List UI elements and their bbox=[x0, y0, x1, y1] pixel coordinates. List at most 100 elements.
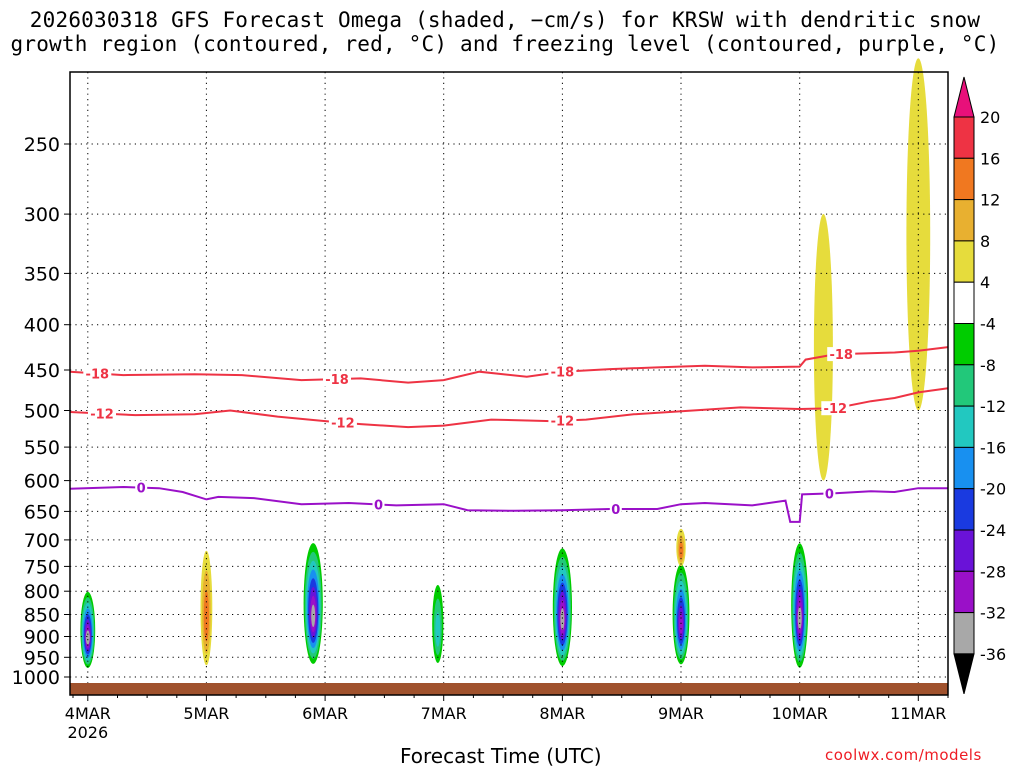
colorbar-label-7: -12 bbox=[980, 397, 1006, 416]
colorbar-label-12: -32 bbox=[980, 604, 1006, 623]
colorbar-swatch-8 bbox=[953, 446, 975, 490]
dendritic-top-minus18-label-bg-2 bbox=[548, 364, 577, 379]
colorbar-swatch-4 bbox=[953, 281, 975, 325]
dendritic-bottom-minus12-label-bg-1 bbox=[328, 415, 357, 430]
colorbar-swatch-9 bbox=[953, 488, 975, 531]
colorbar-swatch-11 bbox=[953, 570, 975, 614]
y-tick-label-550: 550 bbox=[24, 437, 60, 459]
colorbar-swatch-2 bbox=[953, 199, 975, 242]
colorbar-swatch-6 bbox=[953, 364, 975, 407]
chart-title: 2026030318 GFS Forecast Omega (shaded, −… bbox=[0, 8, 1010, 56]
colorbar-swatch-1 bbox=[953, 157, 975, 201]
x-tick-label-6MAR: 6MAR bbox=[302, 704, 348, 723]
colorbar-label-1: 16 bbox=[980, 149, 1000, 168]
y-tick-label-300: 300 bbox=[24, 204, 60, 226]
dendritic-bottom-minus12-label-bg-0 bbox=[88, 406, 116, 421]
freezing-level-0c-label-1: 0 bbox=[374, 499, 383, 514]
x-tick-label-8MAR: 8MAR bbox=[539, 704, 585, 723]
freezing-level-0c-label-2: 0 bbox=[611, 503, 620, 518]
colorbar-top-triangle bbox=[953, 76, 975, 118]
omega-region-8-level-12 bbox=[678, 541, 684, 559]
y-tick-label-900: 900 bbox=[24, 627, 60, 649]
y-tick-label-450: 450 bbox=[24, 360, 60, 382]
grid-layer bbox=[70, 72, 948, 695]
x-axis-label: Forecast Time (UTC) bbox=[400, 744, 602, 768]
omega-shading-layer bbox=[79, 58, 931, 674]
omega-region-3-level--36 bbox=[311, 604, 316, 627]
y-tick-label-700: 700 bbox=[24, 530, 60, 552]
omega-region-5-level--16 bbox=[435, 612, 441, 647]
colorbar-swatch-0 bbox=[953, 116, 975, 159]
freezing-level-0c-label-3: 0 bbox=[825, 487, 834, 502]
dendritic-top-minus18-label-3: -18 bbox=[829, 348, 853, 363]
plot-frame bbox=[69, 71, 949, 696]
dendritic-top-minus18-label-1: -18 bbox=[325, 373, 349, 388]
x-tick-label-4MAR: 4MAR bbox=[65, 704, 111, 723]
colorbar-label-5: -4 bbox=[980, 315, 996, 334]
y-tick-label-350: 350 bbox=[24, 263, 60, 285]
colorbar: 20 16 12 8 4 -4 -8 -12 -16 -20 -24 -28 -32 -36 bbox=[953, 76, 1006, 695]
chart-title-line1: 2026030318 GFS Forecast Omega (shaded, −… bbox=[29, 8, 981, 32]
dendritic-bottom-minus12-label-bg-3 bbox=[821, 401, 850, 416]
y-tick-label-600: 600 bbox=[24, 471, 60, 493]
omega-region-6-level--36 bbox=[560, 608, 565, 631]
dendritic-top-minus18-label-bg-1 bbox=[323, 372, 351, 387]
dendritic-top-minus18-label-0: -18 bbox=[86, 367, 110, 382]
y-tick-label-250: 250 bbox=[24, 134, 60, 156]
dendritic-top-minus18-label-bg-3 bbox=[827, 347, 856, 362]
ground-strip bbox=[70, 683, 948, 695]
freezing-level-0c-label-bg-2 bbox=[609, 502, 622, 516]
freezing-level-0c-label-0: 0 bbox=[137, 482, 146, 497]
freezing-level-0c-line bbox=[69, 485, 948, 523]
colorbar-label-9: -20 bbox=[980, 480, 1006, 499]
y-tick-label-500: 500 bbox=[24, 401, 60, 423]
dendritic-bottom-minus12-label-1: -12 bbox=[331, 417, 355, 432]
chart-title-line2: growth region (contoured, red, °C) and f… bbox=[10, 32, 1000, 56]
x-tick-label-9MAR: 9MAR bbox=[658, 704, 704, 723]
freezing-level-0c-label-bg-3 bbox=[823, 486, 836, 501]
colorbar-label-10: -24 bbox=[980, 521, 1006, 540]
x-tick-label-10MAR: 10MAR bbox=[772, 704, 828, 723]
colorbar-label-8: -16 bbox=[980, 438, 1006, 457]
omega-region-7-level--32 bbox=[679, 613, 683, 635]
colorbar-bottom-triangle bbox=[953, 653, 975, 695]
colorbar-swatch-10 bbox=[953, 529, 975, 572]
omega-region-0-level--36 bbox=[85, 630, 90, 645]
dendritic-bottom-minus12-label-3: -12 bbox=[824, 402, 848, 417]
colorbar-label-4: 4 bbox=[980, 273, 990, 292]
colorbar-label-2: 12 bbox=[980, 191, 1000, 210]
y-tick-label-800: 800 bbox=[24, 581, 60, 603]
dendritic-top-minus18-label-2: -18 bbox=[551, 366, 575, 381]
dendritic-bottom-minus12-label-2: -12 bbox=[551, 415, 575, 430]
y-tick-label-850: 850 bbox=[24, 605, 60, 627]
dendritic-top-minus18-label-bg-0 bbox=[83, 366, 112, 381]
dendritic-bottom-minus12-label-bg-2 bbox=[548, 413, 577, 428]
omega-region-2-level--4 bbox=[214, 600, 222, 662]
x-tick-label-5MAR: 5MAR bbox=[183, 704, 229, 723]
y-tick-label-750: 750 bbox=[24, 556, 60, 578]
omega-region-4-level--4 bbox=[315, 173, 323, 344]
y-tick-label-1000: 1000 bbox=[12, 667, 60, 689]
colorbar-label-0: 20 bbox=[980, 108, 1000, 127]
freezing-level-0c-label-bg-1 bbox=[372, 497, 385, 512]
colorbar-swatch-12 bbox=[953, 612, 975, 655]
y-tick-label-400: 400 bbox=[24, 315, 60, 337]
colorbar-swatch-7 bbox=[953, 405, 975, 448]
y-tick-label-950: 950 bbox=[24, 647, 60, 669]
y-tick-label-650: 650 bbox=[24, 501, 60, 523]
colorbar-label-6: -8 bbox=[980, 356, 996, 375]
x-tick-sublabel-year: 2026 bbox=[67, 723, 108, 742]
x-tick-label-11MAR: 11MAR bbox=[890, 704, 946, 723]
omega-region-1-level-12 bbox=[203, 590, 209, 642]
axes-layer: 2503003504004505005506006507007508008509… bbox=[12, 134, 949, 742]
dendritic-bottom-minus12-label-0: -12 bbox=[90, 408, 114, 423]
colorbar-swatch-3 bbox=[953, 240, 975, 283]
contour-layer: -18 -18 -18 -18 -12 -12 -12 -12 0 0 0 0 bbox=[69, 346, 949, 523]
freezing-level-0c-label-bg-0 bbox=[135, 480, 148, 495]
source-credit[interactable]: coolwx.com/models bbox=[825, 746, 982, 764]
x-tick-label-7MAR: 7MAR bbox=[421, 704, 467, 723]
colorbar-swatch-5 bbox=[953, 323, 975, 366]
colorbar-label-13: -36 bbox=[980, 645, 1006, 664]
colorbar-label-3: 8 bbox=[980, 232, 990, 251]
